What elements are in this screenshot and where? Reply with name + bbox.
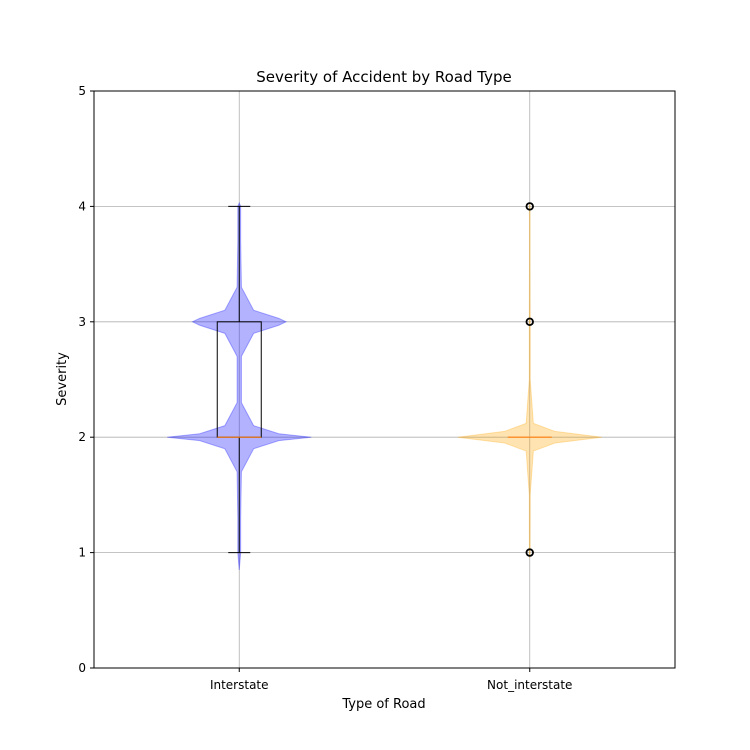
outliers bbox=[525, 202, 534, 557]
y-tick-label: 0 bbox=[78, 661, 86, 675]
outlier-point bbox=[525, 202, 534, 211]
y-axis-ticks: 0 1 2 3 4 5 bbox=[78, 84, 94, 675]
grid-lines bbox=[94, 90, 675, 669]
chart-title: Severity of Accident by Road Type bbox=[256, 68, 512, 86]
x-axis-label: Type of Road bbox=[341, 697, 425, 712]
y-tick-label: 5 bbox=[78, 84, 86, 98]
violin-interstate bbox=[167, 201, 312, 570]
x-axis-ticks: Interstate Not_interstate bbox=[210, 668, 572, 692]
boxplots bbox=[216, 205, 552, 554]
y-tick-label: 4 bbox=[78, 199, 86, 213]
y-axis-label: Severity bbox=[55, 352, 70, 406]
x-tick-label: Interstate bbox=[210, 678, 269, 692]
violin-not_interstate bbox=[457, 202, 602, 559]
violins bbox=[167, 201, 602, 570]
x-tick-label: Not_interstate bbox=[487, 678, 572, 692]
outlier-point bbox=[525, 548, 534, 557]
y-tick-label: 1 bbox=[78, 546, 86, 560]
y-tick-label: 3 bbox=[78, 315, 86, 329]
y-tick-label: 2 bbox=[78, 430, 86, 444]
plot-area-frame bbox=[93, 90, 676, 669]
outlier-point bbox=[525, 317, 534, 326]
